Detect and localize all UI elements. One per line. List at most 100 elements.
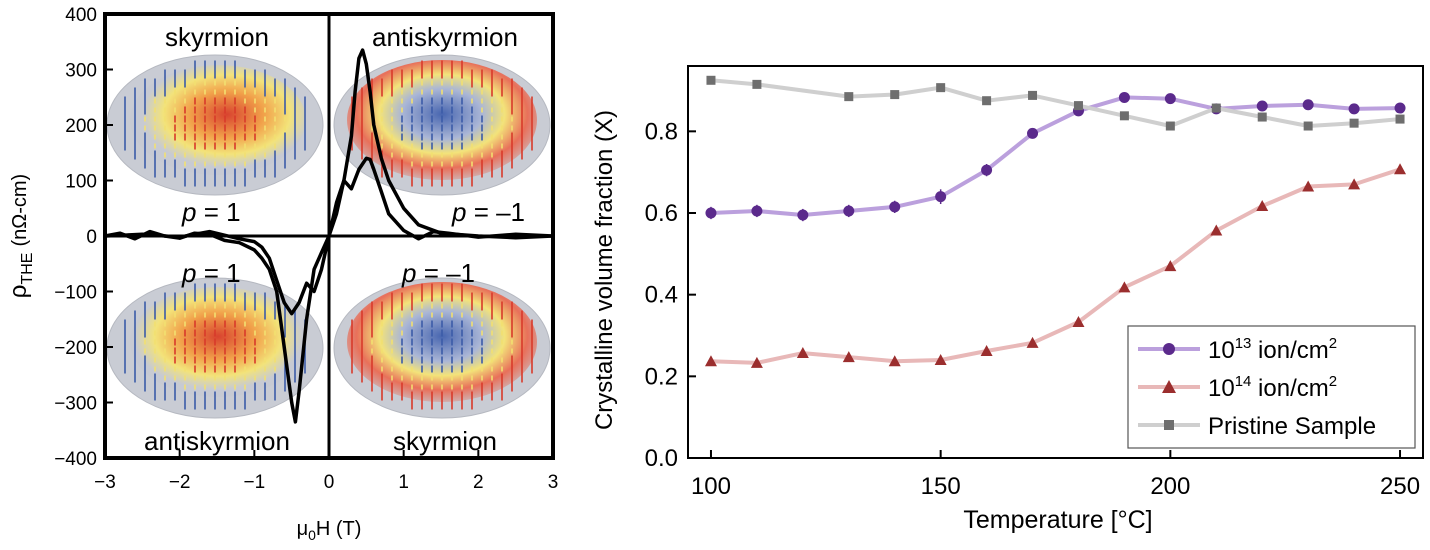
legend-rest: ion/cm bbox=[1251, 337, 1328, 364]
y-label-sub: THE bbox=[19, 253, 36, 285]
right-x-tick-label: 250 bbox=[1380, 473, 1420, 500]
legend-base: 10 bbox=[1208, 337, 1235, 364]
data-point bbox=[750, 356, 763, 368]
p-label-upper-left: p = 1 bbox=[181, 197, 241, 227]
p-value: = –1 bbox=[466, 197, 525, 227]
data-point bbox=[1027, 127, 1039, 139]
data-point bbox=[752, 79, 762, 89]
legend-marker-2 bbox=[1162, 380, 1176, 393]
left-y-tick-label: −400 bbox=[54, 449, 97, 470]
annotation-bottom-right: skyrmion bbox=[393, 426, 497, 456]
data-point bbox=[1073, 101, 1083, 111]
left-y-tick-label: 200 bbox=[65, 116, 97, 137]
legend-marker-3 bbox=[1164, 420, 1174, 430]
data-point bbox=[1210, 224, 1223, 236]
p-var: p bbox=[401, 258, 416, 288]
data-point bbox=[1302, 99, 1314, 111]
right-x-tick-label: 200 bbox=[1150, 473, 1190, 500]
data-point bbox=[1348, 103, 1360, 115]
legend-exp2: 2 bbox=[1329, 335, 1337, 352]
data-point bbox=[1165, 121, 1175, 131]
x-label-rest: H (T) bbox=[316, 518, 362, 540]
right-y-axis-label: Crystalline volume fraction (X) bbox=[591, 110, 618, 430]
legend-label-1: 1013 ion/cm2 bbox=[1208, 335, 1337, 364]
data-point bbox=[1256, 200, 1269, 212]
right-y-tick-label: 0.2 bbox=[645, 363, 678, 390]
right-x-axis-label: Temperature [°C] bbox=[963, 506, 1152, 534]
p-label-lower-left: p = 1 bbox=[181, 258, 241, 288]
data-point bbox=[1303, 121, 1313, 131]
left-x-tick-label: 1 bbox=[398, 472, 409, 493]
data-point bbox=[1256, 100, 1268, 112]
left-y-tick-label: 0 bbox=[86, 227, 97, 248]
left-x-axis-label: μ0H (T) bbox=[297, 518, 362, 543]
legend-label-3: Pristine Sample bbox=[1208, 413, 1376, 440]
left-y-tick-label: 400 bbox=[65, 5, 97, 26]
left-x-tick-label: 2 bbox=[473, 472, 484, 493]
left-y-tick-label: 100 bbox=[65, 172, 97, 193]
data-point bbox=[1302, 180, 1315, 192]
right-y-tick-label: 0.6 bbox=[645, 200, 678, 227]
data-point bbox=[1072, 316, 1085, 328]
left-y-tick-label: −100 bbox=[54, 283, 97, 304]
data-point bbox=[936, 83, 946, 93]
left-y-axis-label: ρTHE (nΩ-cm) bbox=[5, 174, 36, 298]
right-y-tick-label: 0.0 bbox=[645, 445, 678, 472]
data-point bbox=[890, 90, 900, 100]
data-point bbox=[889, 201, 901, 213]
left-x-tick-label: 3 bbox=[548, 472, 559, 493]
legend-base: 10 bbox=[1208, 375, 1235, 402]
p-value: = 1 bbox=[196, 197, 240, 227]
legend-label-2: 1014 ion/cm2 bbox=[1208, 373, 1337, 402]
data-point bbox=[796, 347, 809, 359]
legend-exp2: 2 bbox=[1329, 373, 1337, 390]
left-x-tick-label: 0 bbox=[324, 472, 335, 493]
right-axes: 100 150 200 250 0.0 0.2 0.4 0.6 0.8 bbox=[645, 65, 1424, 500]
data-point bbox=[706, 75, 716, 85]
data-point bbox=[1395, 114, 1405, 124]
data-point bbox=[935, 191, 947, 203]
annotation-top-left: skyrmion bbox=[165, 22, 269, 52]
p-value: = 1 bbox=[196, 258, 240, 288]
legend-exp: 13 bbox=[1235, 335, 1252, 352]
data-point bbox=[1394, 102, 1406, 114]
p-var: p bbox=[181, 258, 196, 288]
series-line-2 bbox=[710, 167, 1401, 365]
annotation-top-right: antiskyrmion bbox=[372, 22, 518, 52]
x-label-main: μ bbox=[297, 518, 309, 540]
left-x-tick-label: −3 bbox=[94, 472, 116, 493]
data-point bbox=[1164, 260, 1177, 272]
left-y-tick-label: −200 bbox=[54, 338, 97, 359]
legend-rest: ion/cm bbox=[1251, 375, 1328, 402]
data-point bbox=[842, 351, 855, 363]
x-label-sub: 0 bbox=[308, 527, 316, 543]
data-point bbox=[934, 354, 947, 365]
p-var: p bbox=[451, 197, 466, 227]
annotation-bottom-left: antiskyrmion bbox=[144, 426, 290, 456]
data-point bbox=[705, 207, 717, 219]
data-point bbox=[1118, 281, 1131, 293]
data-point bbox=[981, 164, 993, 176]
data-point bbox=[888, 355, 901, 367]
right-y-tick-label: 0.4 bbox=[645, 282, 678, 309]
right-x-tick-label: 150 bbox=[921, 473, 961, 500]
left-y-tick-label: 300 bbox=[65, 61, 97, 82]
legend: 1013 ion/cm2 1014 ion/cm2 Pristine Sampl… bbox=[1127, 325, 1416, 449]
data-point bbox=[844, 92, 854, 102]
data-point bbox=[982, 96, 992, 106]
y-label-main: ρ bbox=[5, 285, 32, 299]
data-point bbox=[980, 345, 993, 357]
data-point bbox=[1026, 336, 1039, 348]
data-point bbox=[1348, 178, 1361, 190]
data-point bbox=[1394, 163, 1407, 175]
data-point bbox=[1118, 91, 1130, 103]
data-point bbox=[1257, 112, 1267, 122]
spin-arrow-field bbox=[124, 60, 533, 410]
data-point bbox=[797, 209, 809, 221]
left-panel: −3 −2 −1 0 1 2 34003002001000−100−200−300−400 … bbox=[5, 5, 558, 543]
left-y-tick-label: −300 bbox=[54, 394, 97, 415]
right-x-tick-label: 100 bbox=[691, 473, 731, 500]
p-label-lower-right: p = –1 bbox=[401, 258, 475, 288]
